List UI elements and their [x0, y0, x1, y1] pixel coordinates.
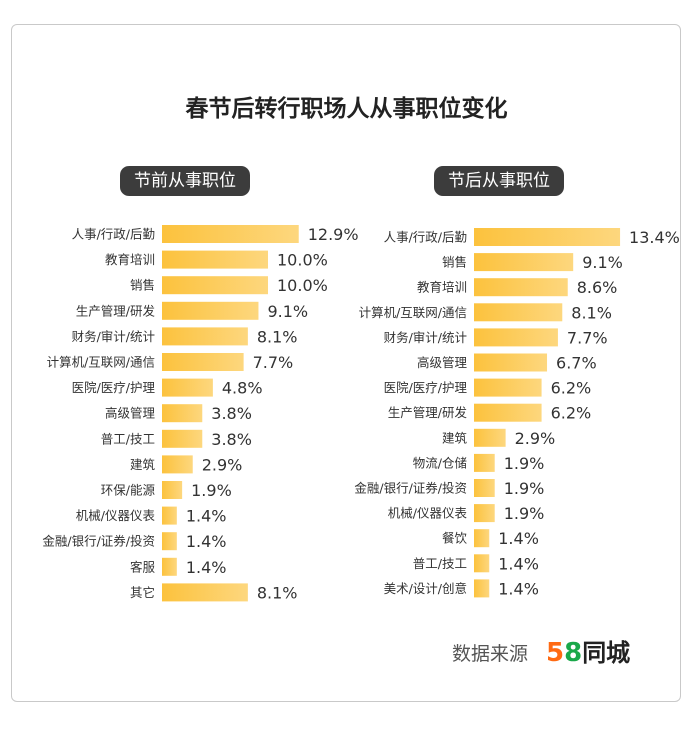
before-category-label: 销售 — [130, 278, 155, 293]
before-value-label: 1.4% — [186, 507, 227, 526]
before-category-label: 生产管理/研发 — [76, 303, 156, 318]
before-category-label: 财务/审计/统计 — [72, 329, 155, 344]
after-bar — [474, 428, 506, 447]
before-value-label: 3.8% — [211, 404, 252, 423]
after-category-label: 医院/医疗/护理 — [384, 380, 468, 395]
after-bar — [474, 504, 495, 523]
before-bar — [162, 327, 248, 346]
after-value-label: 8.6% — [577, 278, 618, 297]
data-source-label: 数据来源 — [452, 643, 529, 665]
before-category-label: 金融/银行/证券/投资 — [42, 534, 155, 549]
after-category-label: 教育培训 — [417, 280, 467, 295]
before-category-label: 教育培训 — [105, 252, 155, 267]
before-value-label: 1.4% — [186, 532, 227, 551]
after-bar — [474, 253, 574, 272]
after-category-label: 金融/银行/证券/投资 — [354, 481, 467, 496]
before-value-label: 1.4% — [186, 558, 227, 577]
after-bar — [474, 579, 490, 598]
after-bar — [474, 529, 490, 548]
after-bar — [474, 554, 490, 573]
before-category-label: 普工/技工 — [101, 431, 155, 446]
after-category-label: 机械/仪器仪表 — [388, 506, 468, 521]
before-category-label: 计算机/互联网/通信 — [47, 355, 155, 370]
after-value-label: 2.9% — [515, 429, 556, 448]
after-value-label: 1.9% — [504, 479, 545, 498]
before-value-label: 9.1% — [267, 302, 308, 321]
before-category-label: 机械/仪器仪表 — [76, 508, 156, 523]
after-bar — [474, 403, 542, 422]
after-value-label: 6.2% — [551, 404, 592, 423]
after-bar — [474, 353, 548, 372]
after-category-label: 销售 — [442, 255, 467, 270]
after-bar — [474, 303, 563, 322]
before-value-label: 7.7% — [253, 353, 294, 372]
before-category-label: 医院/医疗/护理 — [72, 380, 156, 395]
after-bar — [474, 328, 558, 347]
before-category-label: 建筑 — [130, 457, 156, 472]
after-value-label: 6.2% — [551, 379, 592, 398]
before-category-label: 人事/行政/后勤 — [72, 227, 155, 242]
before-bar — [162, 429, 203, 448]
before-bar — [162, 301, 259, 320]
before-bar — [162, 583, 248, 602]
after-category-label: 美术/设计/创意 — [384, 581, 467, 596]
before-bar — [162, 481, 183, 499]
after-category-label: 生产管理/研发 — [388, 405, 468, 420]
after-category-label: 餐饮 — [442, 531, 468, 546]
after-panel-label: 节后从事职位 — [434, 166, 564, 196]
before-category-label: 高级管理 — [105, 406, 156, 421]
before-category-label: 环保/能源 — [101, 483, 156, 498]
after-value-label: 1.4% — [498, 529, 539, 548]
after-category-label: 财务/审计/统计 — [384, 330, 467, 345]
after-bar — [474, 378, 542, 397]
after-category-label: 物流/仓储 — [413, 455, 467, 470]
before-bar — [162, 378, 213, 397]
before-value-label: 3.8% — [211, 430, 252, 449]
before-category-label: 其它 — [130, 585, 155, 600]
after-value-label: 6.7% — [556, 354, 597, 373]
after-category-label: 计算机/互联网/通信 — [359, 305, 467, 320]
chart-card — [11, 24, 681, 702]
after-value-label: 1.4% — [498, 579, 539, 598]
after-value-label: 7.7% — [567, 328, 608, 347]
before-bar — [162, 404, 203, 423]
after-category-label: 人事/行政/后勤 — [384, 230, 467, 245]
before-bar — [162, 557, 177, 576]
after-value-label: 1.9% — [504, 504, 545, 523]
before-bar — [162, 276, 268, 295]
after-bar-chart: 人事/行政/后勤 13.4% 销售 9.1% 教育培训 8.6% 计算机/互联网/通信 8.1… — [354, 228, 680, 598]
before-value-label: 8.1% — [257, 583, 298, 602]
after-value-label: 13.4% — [629, 228, 680, 247]
after-value-label: 8.1% — [571, 303, 612, 322]
before-bar — [162, 532, 177, 551]
before-value-label: 10.0% — [277, 276, 328, 295]
after-bar — [474, 228, 621, 246]
before-category-label: 客服 — [130, 559, 156, 574]
before-value-label: 4.8% — [222, 379, 263, 398]
before-bar — [162, 353, 244, 371]
after-bar — [474, 278, 568, 297]
after-value-label: 9.1% — [582, 253, 623, 272]
before-panel-label: 节前从事职位 — [120, 166, 250, 196]
after-category-label: 普工/技工 — [413, 556, 467, 571]
before-value-label: 1.9% — [191, 481, 232, 500]
before-bar-chart: 人事/行政/后勤 12.9% 教育培训 10.0% 销售 10.0% 生产管理/研发 9.1%… — [42, 225, 359, 602]
before-value-label: 12.9% — [308, 225, 359, 244]
after-value-label: 1.9% — [504, 454, 545, 473]
before-value-label: 10.0% — [277, 251, 328, 270]
after-category-label: 高级管理 — [417, 355, 468, 370]
before-value-label: 8.1% — [257, 327, 298, 346]
after-value-label: 1.4% — [498, 554, 539, 573]
before-bar — [162, 506, 177, 525]
before-bar — [162, 250, 268, 269]
after-category-label: 建筑 — [442, 430, 468, 445]
58-tongcheng-logo: 58同城 — [546, 638, 631, 668]
chart-title: 春节后转行职场人从事职位变化 — [185, 96, 508, 122]
before-bar — [162, 455, 193, 474]
after-bar — [474, 453, 495, 472]
before-value-label: 2.9% — [202, 455, 243, 474]
after-bar — [474, 479, 495, 497]
before-bar — [162, 225, 299, 243]
